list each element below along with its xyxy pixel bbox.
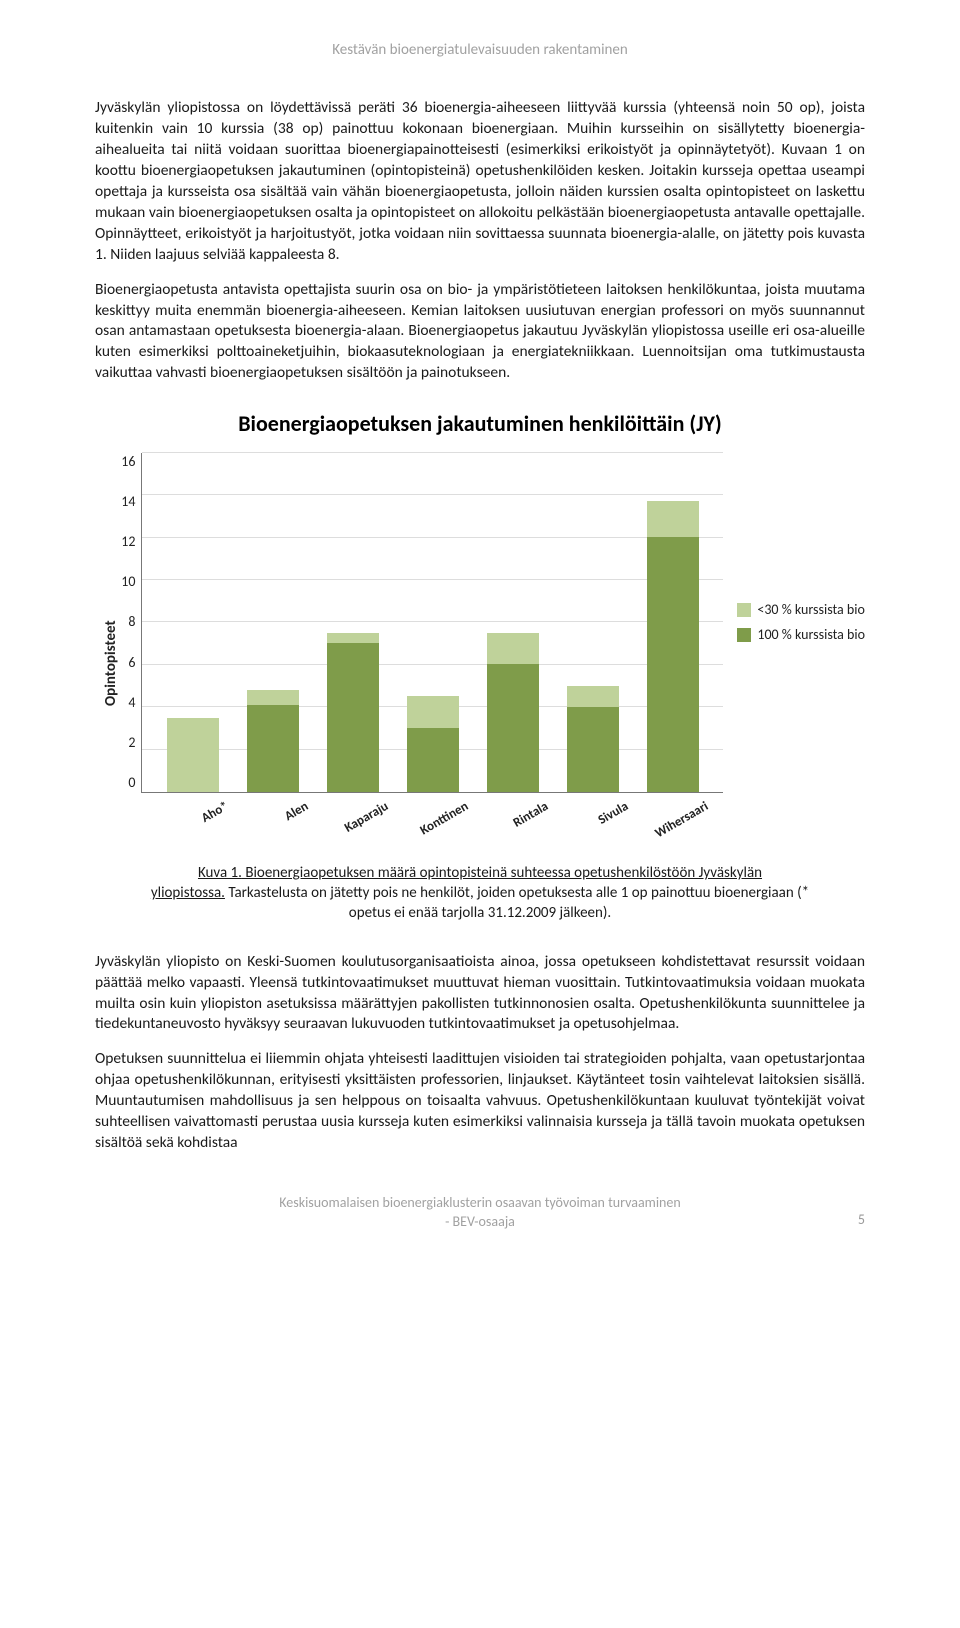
ytick-label: 6 (128, 654, 135, 673)
xtick-label: Kaparaju (331, 798, 392, 843)
chart-container: Bioenergiaopetuksen jakautuminen henkilö… (95, 409, 865, 833)
paragraph-3: Jyväskylän yliopisto on Keski-Suomen kou… (95, 952, 865, 1036)
xtick-label: Rintala (491, 798, 552, 843)
xtick-label: Konttinen (411, 798, 472, 843)
bar-column (643, 501, 703, 792)
bar-segment-partial (647, 501, 699, 537)
bar-segment-partial (567, 686, 619, 707)
bar-stack (327, 633, 379, 792)
chart-legend: <30 % kurssista bio 100 % kurssista bio (723, 453, 865, 833)
chart-title: Bioenergiaopetuksen jakautuminen henkilö… (95, 409, 865, 439)
legend-swatch-full (737, 628, 751, 642)
bar-column (163, 718, 223, 792)
bar-column (403, 696, 463, 792)
paragraph-4: Opetuksen suunnittelua ei liiemmin ohjat… (95, 1049, 865, 1154)
bar-stack (247, 690, 299, 792)
caption-line1: Bioenergiaopetuksen määrä opintopisteinä… (242, 864, 762, 882)
bar-segment-full (487, 664, 539, 792)
bar-stack (167, 718, 219, 792)
caption-lead: Kuva 1. (198, 864, 242, 882)
bar-stack (647, 501, 699, 792)
bar-column (483, 633, 543, 792)
legend-swatch-partial (737, 603, 751, 617)
bar-segment-partial (407, 696, 459, 728)
paragraph-1: Jyväskylän yliopistossa on löydettävissä… (95, 98, 865, 265)
bar-segment-partial (487, 633, 539, 665)
bar-segment-full (407, 728, 459, 792)
xtick-label: Sivula (571, 798, 632, 843)
bar-stack (567, 686, 619, 792)
bar-segment-partial (247, 690, 299, 705)
legend-item-full: 100 % kurssista bio (737, 626, 865, 645)
bar-stack (487, 633, 539, 792)
bar-column (563, 686, 623, 792)
caption-line2: yliopistossa. (151, 884, 225, 902)
ytick-label: 14 (121, 493, 135, 512)
bar-column (243, 690, 303, 792)
page-number: 5 (858, 1211, 865, 1230)
footer-line1: Keskisuomalaisen bioenergiaklusterin osa… (279, 1194, 680, 1211)
legend-item-partial: <30 % kurssista bio (737, 601, 865, 620)
page-footer: Keskisuomalaisen bioenergiaklusterin osa… (95, 1194, 865, 1232)
ytick-label: 12 (121, 533, 135, 552)
bar-column (323, 633, 383, 792)
bar-segment-full (327, 643, 379, 792)
ytick-label: 16 (121, 453, 135, 472)
bar-stack (407, 696, 459, 792)
paragraph-2: Bioenergiaopetusta antavista opettajista… (95, 280, 865, 385)
ytick-label: 2 (128, 734, 135, 753)
xtick-label: Wihersaari (651, 798, 712, 843)
bar-segment-full (567, 707, 619, 792)
bar-segment-full (247, 705, 299, 792)
xtick-label: Aho* (171, 798, 232, 843)
ytick-label: 10 (121, 573, 135, 592)
bar-segment-partial (167, 718, 219, 792)
page-header: Kestävän bioenergiatulevaisuuden rakenta… (95, 40, 865, 60)
footer-line2: - BEV-osaaja (445, 1213, 515, 1230)
ytick-label: 8 (128, 613, 135, 632)
bar-segment-full (647, 537, 699, 792)
ytick-label: 4 (128, 694, 135, 713)
caption-rest: Tarkastelusta on jätetty pois ne henkilö… (225, 884, 809, 922)
bar-segment-partial (327, 633, 379, 644)
chart-yaxis: 16 14 12 10 8 6 4 2 0 (121, 453, 141, 833)
chart-caption: Kuva 1. Bioenergiaopetuksen määrä opinto… (135, 863, 825, 924)
ytick-label: 0 (128, 774, 135, 793)
chart-plot: Aho*AlenKaparajuKonttinenRintalaSivulaWi… (141, 453, 723, 793)
chart-ylabel: Opintopisteet (95, 453, 121, 833)
xtick-label: Alen (251, 798, 312, 843)
legend-label-full: 100 % kurssista bio (757, 626, 865, 645)
legend-label-partial: <30 % kurssista bio (757, 601, 865, 620)
